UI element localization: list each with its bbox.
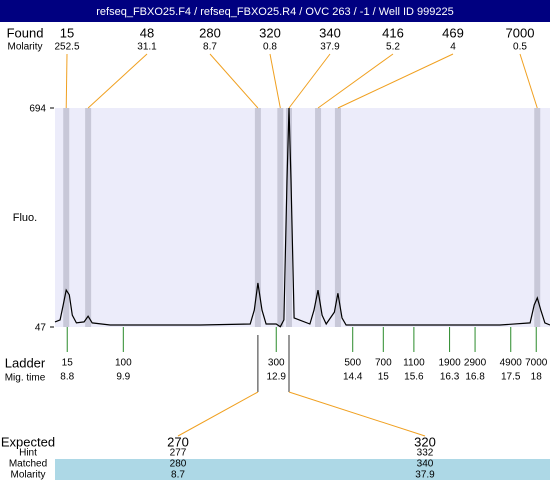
found-connector bbox=[65, 53, 68, 109]
ladder-time: 16.8 bbox=[465, 372, 485, 383]
expected-size: 320 bbox=[414, 434, 436, 449]
ladder-time: 12.9 bbox=[267, 372, 287, 383]
found-connector bbox=[209, 53, 259, 109]
ladder-size: 300 bbox=[268, 358, 285, 369]
found-peak-band bbox=[315, 108, 322, 327]
ladder-size: 15 bbox=[62, 358, 74, 369]
found-peak-band bbox=[85, 108, 92, 327]
title: refseq_FBXO25.F4 / refseq_FBXO25.R4 / OV… bbox=[96, 6, 453, 18]
trace bbox=[54, 107, 550, 328]
expected-size: 270 bbox=[167, 434, 189, 449]
found-size: 320 bbox=[259, 25, 281, 40]
ladder-size: 1900 bbox=[438, 358, 461, 369]
found-molarity: 0.5 bbox=[513, 42, 527, 53]
found-peak-band bbox=[285, 108, 292, 327]
found-label: Found bbox=[7, 25, 44, 40]
matched-label: Matched bbox=[9, 459, 47, 470]
found-connector bbox=[288, 53, 331, 109]
found-size: 340 bbox=[319, 25, 341, 40]
molarity-label: Molarity bbox=[7, 42, 42, 53]
found-size: 416 bbox=[382, 25, 404, 40]
ladder-time: 15 bbox=[378, 372, 390, 383]
ladder-time: 9.9 bbox=[116, 372, 130, 383]
matched: 280 bbox=[170, 459, 187, 470]
found-molarity: 252.5 bbox=[54, 42, 79, 53]
y-label: Fluo. bbox=[13, 212, 37, 224]
y-tick-label: 47 bbox=[35, 323, 47, 334]
exp-molarity-label: Molarity bbox=[10, 470, 45, 480]
expected-label: Expected bbox=[1, 434, 55, 449]
y-tick-label: 694 bbox=[29, 104, 46, 115]
plot-area bbox=[55, 108, 550, 327]
ladder-time: 16.3 bbox=[440, 372, 460, 383]
ladder-time: 15.6 bbox=[404, 372, 424, 383]
ladder-time: 18 bbox=[531, 372, 543, 383]
match-connector bbox=[177, 391, 259, 437]
expected-molarity: 8.7 bbox=[171, 470, 185, 480]
found-connector bbox=[337, 53, 454, 109]
ladder-time: 14.4 bbox=[343, 372, 363, 383]
found-size: 280 bbox=[199, 25, 221, 40]
mig-time-label: Mig. time bbox=[5, 373, 46, 384]
found-peak-band bbox=[63, 108, 70, 327]
ladder-size: 100 bbox=[115, 358, 132, 369]
found-molarity: 5.2 bbox=[386, 42, 400, 53]
found-size: 7000 bbox=[506, 25, 535, 40]
hint: 277 bbox=[170, 448, 187, 459]
ladder-size: 4900 bbox=[500, 358, 523, 369]
found-molarity: 8.7 bbox=[203, 42, 217, 53]
ladder-time: 8.8 bbox=[60, 372, 74, 383]
found-peak-band bbox=[254, 108, 261, 327]
expected-molarity: 37.9 bbox=[415, 470, 435, 480]
title-bar bbox=[0, 0, 550, 22]
found-molarity: 31.1 bbox=[137, 42, 157, 53]
ladder-size: 2900 bbox=[464, 358, 487, 369]
found-size: 469 bbox=[442, 25, 464, 40]
ladder-size: 700 bbox=[375, 358, 392, 369]
found-connector bbox=[87, 53, 148, 109]
found-molarity: 37.9 bbox=[320, 42, 340, 53]
ladder-time: 17.5 bbox=[501, 372, 521, 383]
found-molarity: 4 bbox=[450, 42, 456, 53]
ladder-size: 500 bbox=[344, 358, 361, 369]
found-peak-band bbox=[534, 108, 541, 327]
ladder-label: Ladder bbox=[5, 355, 46, 370]
ladder-size: 7000 bbox=[525, 358, 548, 369]
found-size: 15 bbox=[60, 25, 74, 40]
found-connector bbox=[519, 53, 538, 109]
found-molarity: 0.8 bbox=[263, 42, 277, 53]
found-connector bbox=[269, 53, 281, 109]
ladder-size: 1100 bbox=[403, 358, 425, 369]
matched: 340 bbox=[417, 459, 434, 470]
hint-label: Hint bbox=[19, 448, 37, 459]
found-size: 48 bbox=[140, 25, 154, 40]
hint: 332 bbox=[417, 448, 434, 459]
found-peak-band bbox=[277, 108, 284, 327]
match-connector bbox=[288, 391, 426, 437]
found-connector bbox=[317, 53, 394, 109]
matched-band bbox=[55, 459, 550, 480]
found-peak-band bbox=[334, 108, 341, 327]
